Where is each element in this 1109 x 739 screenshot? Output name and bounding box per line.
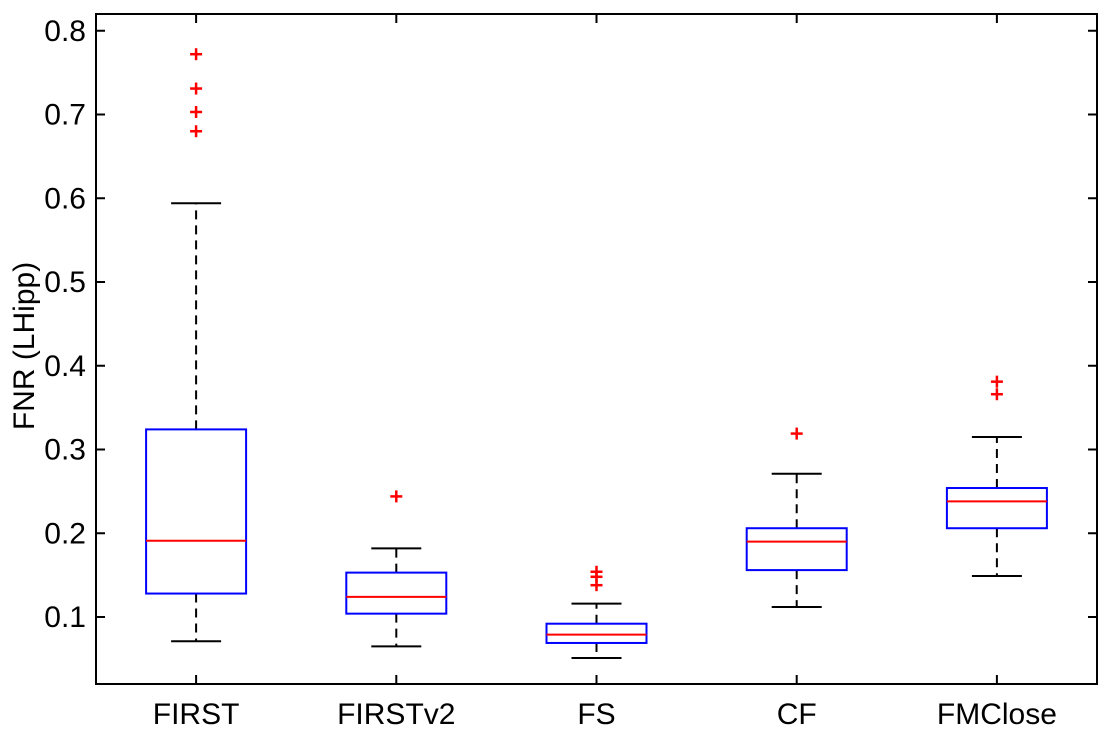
x-category-label: CF [777,698,817,731]
iqr-box [145,428,248,595]
x-category-label: FMClose [937,698,1057,731]
iqr-box [945,487,1048,530]
y-tick-label: 0.7 [44,99,86,132]
plot-area: 0.1 0.2 0.3 0.4 0.5 0.6 0.7 0.8 FIRST FIRSTv2 FS CF… [44,13,1098,731]
x-category-label: FS [577,698,615,731]
y-tick-label: 0.5 [44,266,86,299]
iqr-box [745,527,848,572]
x-category-label: FIRSTv2 [337,698,455,731]
x-category-label: FIRST [153,698,240,731]
iqr-box [545,622,648,644]
iqr-box [345,571,448,615]
y-tick-label: 0.1 [44,601,86,634]
y-tick-label: 0.3 [44,434,86,467]
y-tick-label: 0.8 [44,15,86,48]
y-axis-title: FNR (LHipp) [8,262,41,430]
y-tick-label: 0.2 [44,517,86,550]
y-tick-label: 0.4 [44,350,86,383]
y-tick-label: 0.6 [44,182,86,215]
